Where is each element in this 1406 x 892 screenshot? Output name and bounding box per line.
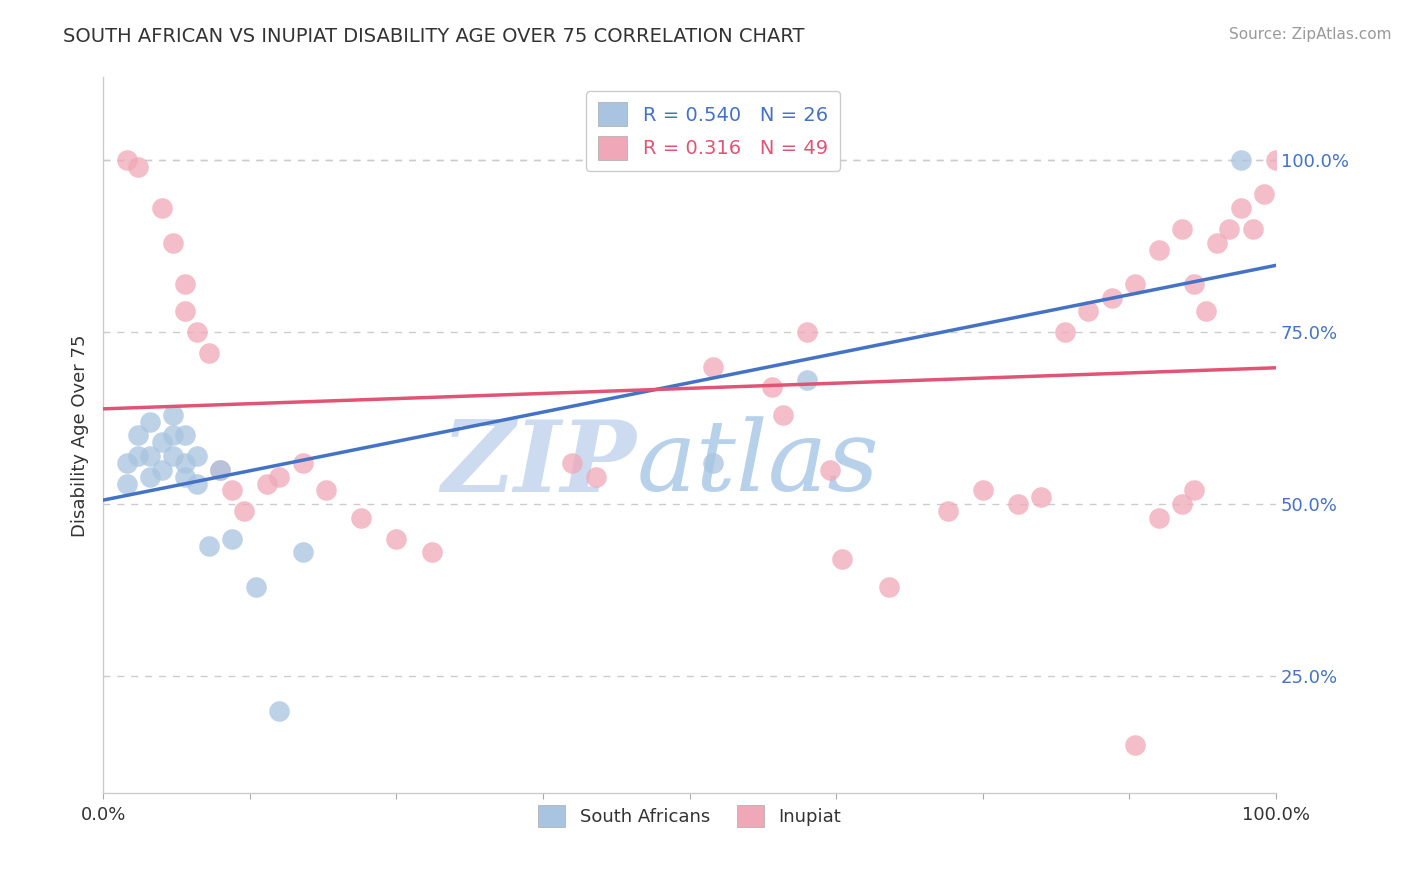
- Point: [1123, 738, 1146, 752]
- Point: [162, 408, 184, 422]
- Point: [761, 380, 783, 394]
- Point: [585, 469, 607, 483]
- Point: [1171, 497, 1194, 511]
- Point: [1194, 304, 1216, 318]
- Point: [174, 277, 197, 291]
- Point: [186, 449, 208, 463]
- Point: [139, 469, 162, 483]
- Point: [1007, 497, 1029, 511]
- Point: [221, 483, 243, 498]
- Point: [174, 428, 197, 442]
- Point: [232, 504, 254, 518]
- Point: [1101, 291, 1123, 305]
- Text: SOUTH AFRICAN VS INUPIAT DISABILITY AGE OVER 75 CORRELATION CHART: SOUTH AFRICAN VS INUPIAT DISABILITY AGE …: [63, 27, 804, 45]
- Point: [115, 153, 138, 167]
- Point: [150, 463, 173, 477]
- Point: [1147, 511, 1170, 525]
- Point: [162, 449, 184, 463]
- Point: [256, 476, 278, 491]
- Point: [1182, 277, 1205, 291]
- Point: [315, 483, 337, 498]
- Point: [1241, 222, 1264, 236]
- Point: [291, 545, 314, 559]
- Point: [186, 476, 208, 491]
- Point: [1147, 243, 1170, 257]
- Point: [139, 415, 162, 429]
- Point: [162, 235, 184, 250]
- Point: [186, 325, 208, 339]
- Point: [150, 435, 173, 450]
- Point: [1206, 235, 1229, 250]
- Point: [209, 463, 232, 477]
- Point: [1229, 153, 1251, 167]
- Point: [350, 511, 373, 525]
- Point: [115, 476, 138, 491]
- Point: [150, 201, 173, 215]
- Text: Source: ZipAtlas.com: Source: ZipAtlas.com: [1229, 27, 1392, 42]
- Point: [820, 463, 842, 477]
- Legend: South Africans, Inupiat: South Africans, Inupiat: [530, 798, 848, 834]
- Point: [291, 456, 314, 470]
- Y-axis label: Disability Age Over 75: Disability Age Over 75: [72, 334, 89, 537]
- Point: [1077, 304, 1099, 318]
- Point: [877, 580, 900, 594]
- Point: [1229, 201, 1251, 215]
- Point: [197, 346, 219, 360]
- Point: [796, 373, 818, 387]
- Point: [796, 325, 818, 339]
- Point: [162, 428, 184, 442]
- Point: [1171, 222, 1194, 236]
- Point: [1053, 325, 1076, 339]
- Point: [1123, 277, 1146, 291]
- Point: [245, 580, 267, 594]
- Point: [1253, 187, 1275, 202]
- Point: [936, 504, 959, 518]
- Point: [127, 160, 149, 174]
- Point: [1031, 491, 1053, 505]
- Point: [127, 428, 149, 442]
- Point: [420, 545, 443, 559]
- Point: [561, 456, 583, 470]
- Point: [174, 304, 197, 318]
- Point: [702, 359, 724, 374]
- Point: [267, 469, 290, 483]
- Point: [174, 469, 197, 483]
- Point: [127, 449, 149, 463]
- Point: [385, 532, 408, 546]
- Point: [209, 463, 232, 477]
- Point: [831, 552, 853, 566]
- Point: [1265, 153, 1288, 167]
- Point: [267, 704, 290, 718]
- Point: [702, 456, 724, 470]
- Text: ZIP: ZIP: [441, 416, 637, 512]
- Point: [772, 408, 794, 422]
- Point: [197, 539, 219, 553]
- Point: [174, 456, 197, 470]
- Point: [1182, 483, 1205, 498]
- Point: [139, 449, 162, 463]
- Point: [972, 483, 994, 498]
- Point: [221, 532, 243, 546]
- Point: [1218, 222, 1240, 236]
- Text: atlas: atlas: [637, 417, 880, 512]
- Point: [115, 456, 138, 470]
